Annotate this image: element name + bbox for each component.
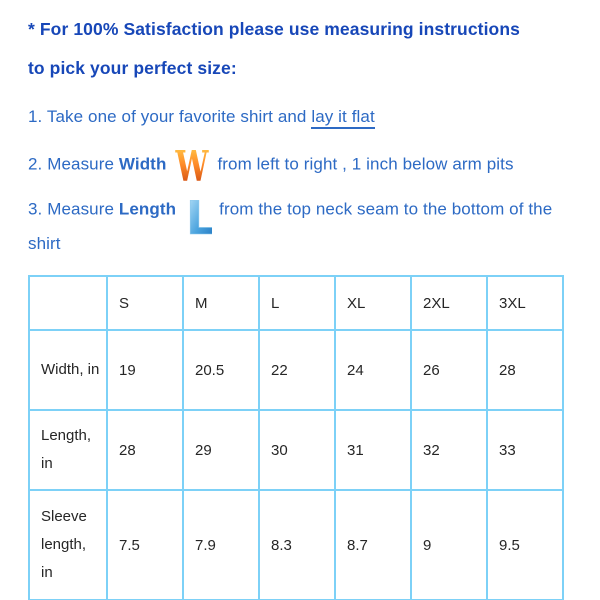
instruction-step-3: 3. Measure Length L from the top neck se… <box>28 192 572 259</box>
width-value-2xl: 26 <box>410 329 488 411</box>
sleeve-value-l: 8.3 <box>258 489 336 600</box>
length-row: Length, in 28 29 30 31 32 33 <box>28 409 564 491</box>
size-column-header-l: L <box>258 275 336 331</box>
width-value-xl: 24 <box>334 329 412 411</box>
size-column-header-s: S <box>106 275 184 331</box>
sleeve-value-m: 7.9 <box>182 489 260 600</box>
length-value-s: 28 <box>106 409 184 491</box>
width-value-s: 19 <box>106 329 184 411</box>
length-value-xl: 31 <box>334 409 412 491</box>
step3-suffix-text: from the top neck seam to the bottom of … <box>28 199 553 253</box>
step1-text: 1. Take one of your favorite shirt and <box>28 107 312 126</box>
length-keyword: Length <box>118 199 177 219</box>
sleeve-value-s: 7.5 <box>106 489 184 600</box>
sleeve-value-xl: 8.7 <box>334 489 412 600</box>
sleeve-value-2xl: 9 <box>410 489 488 600</box>
lay-it-flat-underlined-text: lay it flat <box>311 107 375 129</box>
width-row-label: Width, in <box>28 329 108 411</box>
width-letter-icon: W <box>175 141 210 187</box>
length-letter-icon: L <box>186 192 212 240</box>
length-value-l: 30 <box>258 409 336 491</box>
length-value-m: 29 <box>182 409 260 491</box>
length-row-label: Length, in <box>28 409 108 491</box>
instruction-step-1: 1. Take one of your favorite shirt and l… <box>28 101 572 132</box>
size-column-header-xl: XL <box>334 275 412 331</box>
sleeve-value-3xl: 9.5 <box>486 489 564 600</box>
instruction-step-2: 2. Measure Width W from left to right , … <box>28 140 572 190</box>
width-keyword: Width <box>118 154 167 174</box>
step3-text: 3. Measure <box>28 199 119 219</box>
step2-text: 2. Measure <box>28 154 119 174</box>
length-value-3xl: 33 <box>486 409 564 491</box>
satisfaction-heading-line1: * For 100% Satisfaction please use measu… <box>28 19 520 39</box>
sleeve-length-row-label: Sleeve length, in <box>28 489 108 600</box>
svg-text:L: L <box>186 192 212 240</box>
width-value-l: 22 <box>258 329 336 411</box>
size-column-header-m: M <box>182 275 260 331</box>
size-column-header-3xl: 3XL <box>486 275 564 331</box>
step2-suffix-text: from left to right , 1 inch below arm pi… <box>217 154 514 174</box>
size-chart-table: S M L XL 2XL 3XL Width, in 19 20.5 22 24… <box>28 275 564 600</box>
width-value-m: 20.5 <box>182 329 260 411</box>
width-value-3xl: 28 <box>486 329 564 411</box>
size-column-header-2xl: 2XL <box>410 275 488 331</box>
sleeve-length-row: Sleeve length, in 7.5 7.9 8.3 8.7 9 9.5 <box>28 489 564 600</box>
size-chart-header-row: S M L XL 2XL 3XL <box>28 275 564 331</box>
length-value-2xl: 32 <box>410 409 488 491</box>
corner-empty-cell <box>28 275 108 331</box>
svg-text:W: W <box>175 142 209 187</box>
width-row: Width, in 19 20.5 22 24 26 28 <box>28 329 564 411</box>
satisfaction-heading-line2: to pick your perfect size: <box>28 58 237 78</box>
